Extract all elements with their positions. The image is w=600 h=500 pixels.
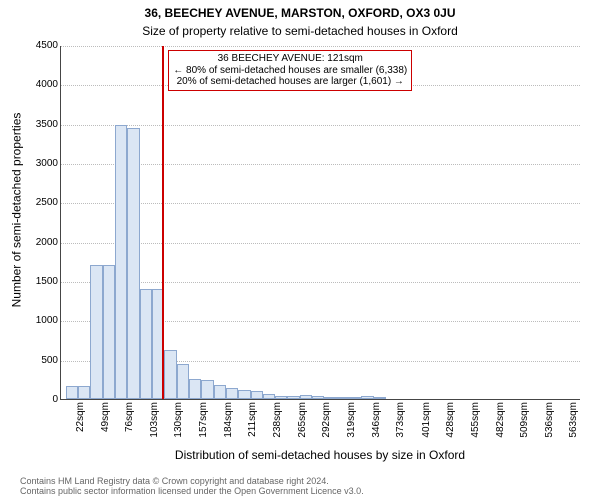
histogram-bar — [189, 379, 201, 399]
histogram-bar — [177, 364, 189, 399]
chart-subtitle: Size of property relative to semi-detach… — [0, 24, 600, 38]
x-tick-label: 563sqm — [568, 402, 579, 442]
x-tick-label: 373sqm — [395, 402, 406, 442]
gridline — [61, 46, 580, 47]
x-tick-label: 238sqm — [272, 402, 283, 442]
y-tick-label: 4500 — [28, 40, 58, 51]
histogram-bar — [349, 397, 361, 399]
gridline — [61, 125, 580, 126]
y-axis-label: Number of semi-detached properties — [10, 0, 22, 420]
x-tick-label: 157sqm — [198, 402, 209, 442]
y-tick-label: 3500 — [28, 119, 58, 130]
annotation-line: 36 BEECHEY AVENUE: 121sqm — [173, 53, 407, 65]
y-axis-label-text: Number of semi-detached properties — [9, 113, 23, 308]
plot-area: 36 BEECHEY AVENUE: 121sqm← 80% of semi-d… — [60, 46, 580, 400]
histogram-bar — [164, 350, 176, 399]
x-tick-label: 211sqm — [247, 402, 258, 442]
y-tick-label: 0 — [28, 394, 58, 405]
x-tick-label: 184sqm — [223, 402, 234, 442]
histogram-bar — [312, 396, 324, 399]
histogram-bar — [214, 385, 226, 399]
histogram-bar — [251, 391, 263, 399]
x-tick-label: 103sqm — [149, 402, 160, 442]
chart-title: 36, BEECHEY AVENUE, MARSTON, OXFORD, OX3… — [0, 6, 600, 20]
footer-line-2: Contains public sector information licen… — [20, 486, 364, 496]
histogram-bar — [337, 397, 349, 399]
x-tick-label: 130sqm — [173, 402, 184, 442]
histogram-bar — [103, 265, 115, 399]
marker-line — [162, 46, 164, 399]
histogram-bar — [201, 380, 213, 399]
histogram-bar — [115, 125, 127, 399]
histogram-bar — [90, 265, 102, 399]
histogram-bar — [78, 386, 90, 399]
histogram-bar — [275, 396, 287, 399]
y-tick-label: 2000 — [28, 237, 58, 248]
histogram-bar — [66, 386, 78, 399]
y-tick-label: 1500 — [28, 276, 58, 287]
histogram-bar — [287, 396, 299, 399]
x-tick-label: 428sqm — [445, 402, 456, 442]
x-tick-label: 49sqm — [100, 402, 111, 442]
histogram-bar — [238, 390, 250, 399]
x-tick-label: 536sqm — [544, 402, 555, 442]
histogram-bar — [374, 397, 386, 399]
chart-root: 36, BEECHEY AVENUE, MARSTON, OXFORD, OX3… — [0, 0, 600, 500]
x-tick-label: 76sqm — [124, 402, 135, 442]
histogram-bar — [140, 289, 152, 399]
x-tick-label: 455sqm — [470, 402, 481, 442]
annotation-box: 36 BEECHEY AVENUE: 121sqm← 80% of semi-d… — [168, 50, 412, 91]
y-tick-label: 500 — [28, 355, 58, 366]
y-tick-label: 3000 — [28, 158, 58, 169]
y-tick-label: 4000 — [28, 79, 58, 90]
annotation-line: ← 80% of semi-detached houses are smalle… — [173, 65, 407, 77]
histogram-bar — [127, 128, 139, 399]
x-tick-label: 22sqm — [75, 402, 86, 442]
x-tick-label: 319sqm — [346, 402, 357, 442]
x-tick-label: 482sqm — [495, 402, 506, 442]
histogram-bar — [300, 395, 312, 399]
footer-text: Contains HM Land Registry data © Crown c… — [20, 476, 364, 496]
x-tick-label: 265sqm — [297, 402, 308, 442]
y-tick-label: 1000 — [28, 315, 58, 326]
x-tick-label: 509sqm — [519, 402, 530, 442]
footer-line-1: Contains HM Land Registry data © Crown c… — [20, 476, 364, 486]
histogram-bar — [361, 396, 373, 399]
histogram-bar — [226, 388, 238, 399]
x-tick-label: 401sqm — [421, 402, 432, 442]
x-axis-label: Distribution of semi-detached houses by … — [60, 448, 580, 462]
x-tick-label: 292sqm — [321, 402, 332, 442]
y-tick-label: 2500 — [28, 197, 58, 208]
annotation-line: 20% of semi-detached houses are larger (… — [173, 76, 407, 88]
histogram-bar — [324, 397, 336, 399]
histogram-bar — [263, 394, 275, 400]
x-tick-label: 346sqm — [371, 402, 382, 442]
